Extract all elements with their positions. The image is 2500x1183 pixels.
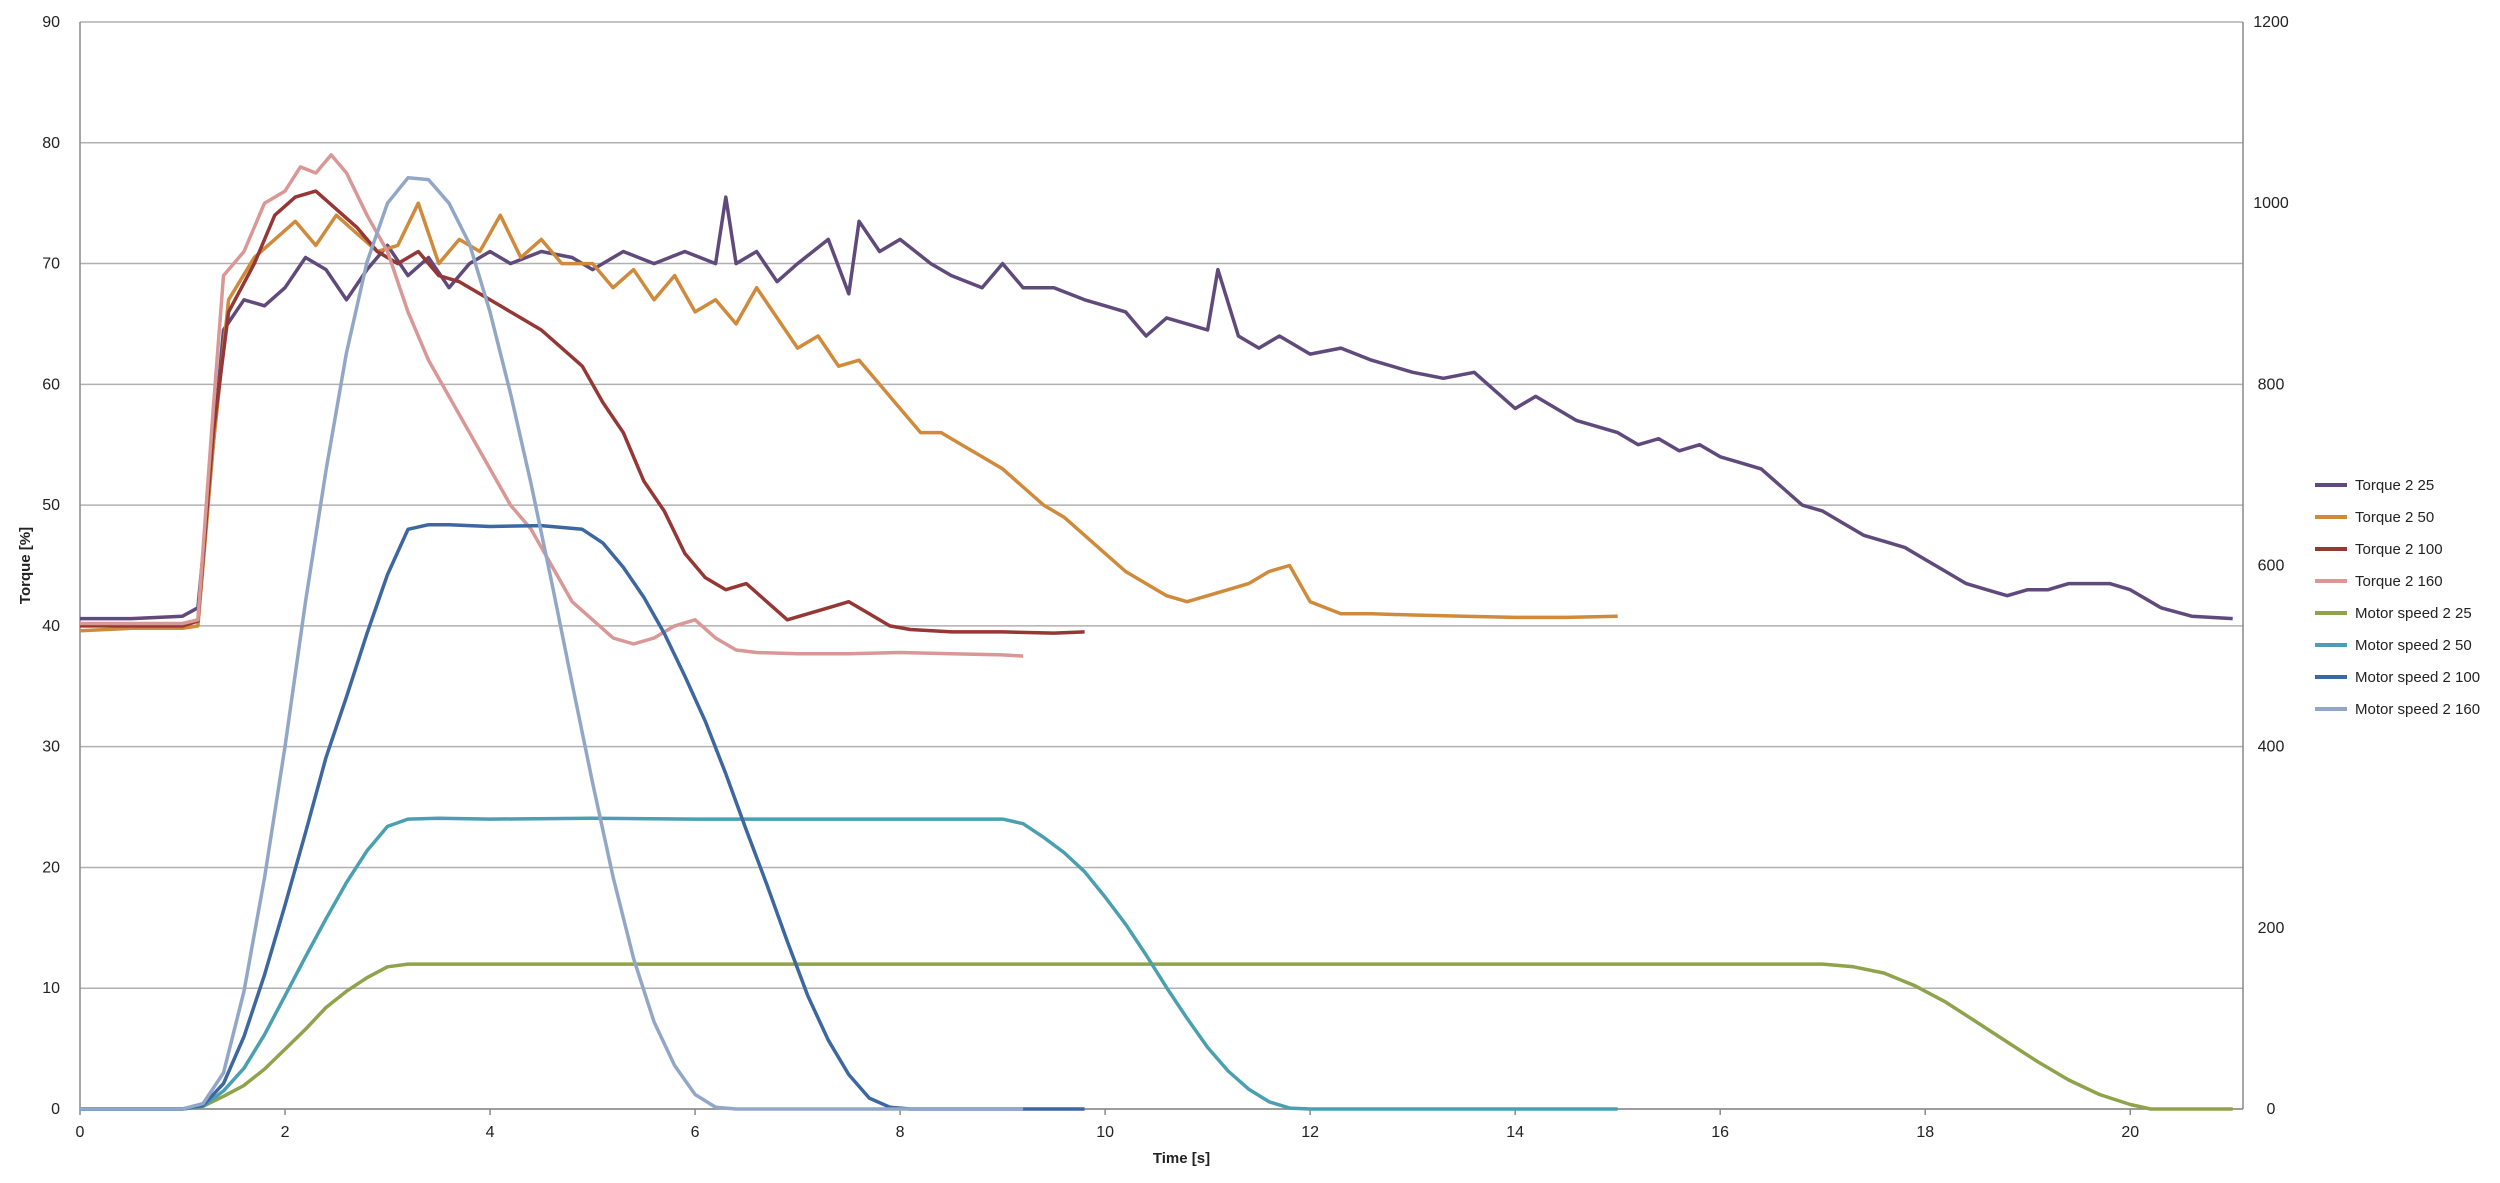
series-line-torque-2-100 (80, 189, 1085, 635)
x-tick-label: 10 (1096, 1124, 1114, 1141)
y-tick-label: 90 (42, 14, 60, 31)
y2-tick-label: 200 (2258, 920, 2285, 937)
legend-label: Motor speed 2 100 (2355, 669, 2480, 686)
x-tick-label: 4 (486, 1124, 495, 1141)
x-tick-label: 18 (1916, 1124, 1934, 1141)
x-tick-label: 2 (281, 1124, 290, 1141)
legend-label: Motor speed 2 25 (2355, 605, 2472, 622)
x-tick-label: 12 (1301, 1124, 1319, 1141)
y-tick-label: 30 (42, 739, 60, 756)
x-tick-label: 0 (76, 1124, 85, 1141)
y-tick-label: 40 (42, 618, 60, 635)
series-lines (79, 153, 2233, 1111)
legend-label: Motor speed 2 160 (2355, 701, 2480, 718)
gridlines (80, 21, 2243, 1110)
legend-label: Torque 2 100 (2355, 541, 2443, 558)
y2-tick-label: 400 (2258, 739, 2285, 756)
y2-tick-label: 1200 (2253, 14, 2289, 31)
legend: Torque 2 25 Torque 2 50 Torque 2 100 Torque… (2315, 477, 2480, 718)
series-line-torque-2-160 (80, 153, 1024, 658)
x-tick-label: 6 (691, 1124, 700, 1141)
y2-tick-label: 800 (2258, 376, 2285, 393)
legend-label: Torque 2 50 (2355, 509, 2434, 526)
y-tick-label: 60 (42, 376, 60, 393)
series-line-motor-speed-2-160 (80, 176, 1024, 1111)
series-line-motor-speed-2-25 (80, 962, 2233, 1111)
y-tick-label: 0 (51, 1101, 60, 1118)
legend-label: Motor speed 2 50 (2355, 637, 2472, 654)
series-line-motor-speed-2-100 (80, 522, 1085, 1111)
y-tick-label: 50 (42, 497, 60, 514)
x-tick-label: 14 (1506, 1124, 1524, 1141)
axes: 0102030405060708090020040060080010001200… (42, 14, 2289, 1141)
y-tick-label: 10 (42, 980, 60, 997)
x-tick-label: 16 (1711, 1124, 1729, 1141)
legend-label: Torque 2 25 (2355, 477, 2434, 494)
y2-tick-label: 600 (2258, 558, 2285, 575)
y-tick-label: 70 (42, 256, 60, 273)
series-line-motor-speed-2-50 (80, 816, 1618, 1111)
y-axis-title: Torque [%] (17, 527, 34, 604)
y-tick-label: 20 (42, 859, 60, 876)
y-tick-label: 80 (42, 135, 60, 152)
x-tick-label: 20 (2121, 1124, 2139, 1141)
x-axis-title: Time [s] (1153, 1150, 1210, 1167)
series-line-torque-2-50 (79, 201, 1618, 633)
y2-tick-label: 1000 (2253, 195, 2289, 212)
legend-label: Torque 2 160 (2355, 573, 2443, 590)
y2-tick-label: 0 (2267, 1101, 2276, 1118)
x-tick-label: 8 (896, 1124, 905, 1141)
